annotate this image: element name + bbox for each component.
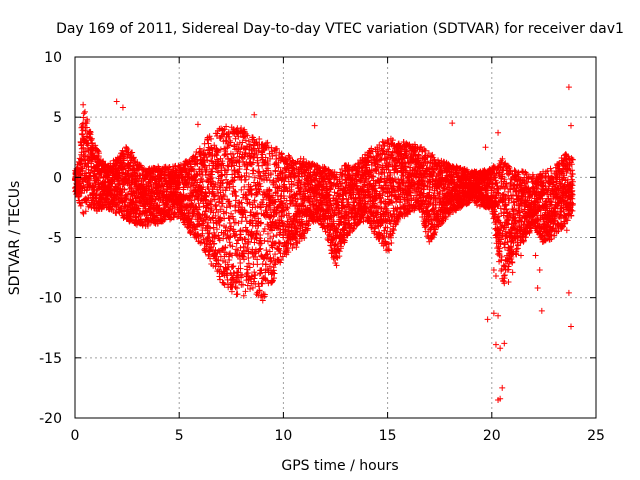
data-point: [83, 124, 90, 131]
data-point: [121, 153, 128, 160]
chart-title: Day 169 of 2011, Sidereal Day-to-day VTE…: [56, 21, 624, 37]
data-point: [82, 127, 89, 134]
data-point: [83, 198, 90, 205]
data-point: [75, 193, 82, 200]
data-point: [80, 144, 87, 151]
data-point: [92, 195, 99, 202]
data-point: [84, 117, 91, 124]
data-point: [80, 101, 87, 108]
data-point: [80, 110, 87, 117]
data-point: [88, 137, 95, 144]
data-point: [82, 208, 89, 215]
data-point: [77, 202, 84, 209]
data-point: [78, 190, 85, 197]
data-point: [111, 178, 118, 185]
data-point: [123, 191, 130, 198]
data-point: [87, 129, 94, 136]
data-point: [92, 142, 99, 149]
data-point: [95, 150, 102, 157]
data-point: [80, 114, 87, 121]
data-point: [82, 108, 89, 115]
data-point: [93, 177, 100, 184]
data-point: [85, 195, 92, 202]
data-points: [72, 84, 576, 403]
data-point: [100, 158, 107, 165]
data-point: [108, 180, 115, 187]
data-point: [97, 175, 104, 182]
data-point: [87, 175, 94, 182]
data-point: [121, 186, 128, 193]
data-point: [94, 147, 101, 154]
data-point: [80, 152, 87, 159]
data-point: [79, 209, 86, 216]
data-point: [78, 145, 85, 152]
data-point: [124, 146, 131, 153]
data-point: [77, 189, 84, 196]
